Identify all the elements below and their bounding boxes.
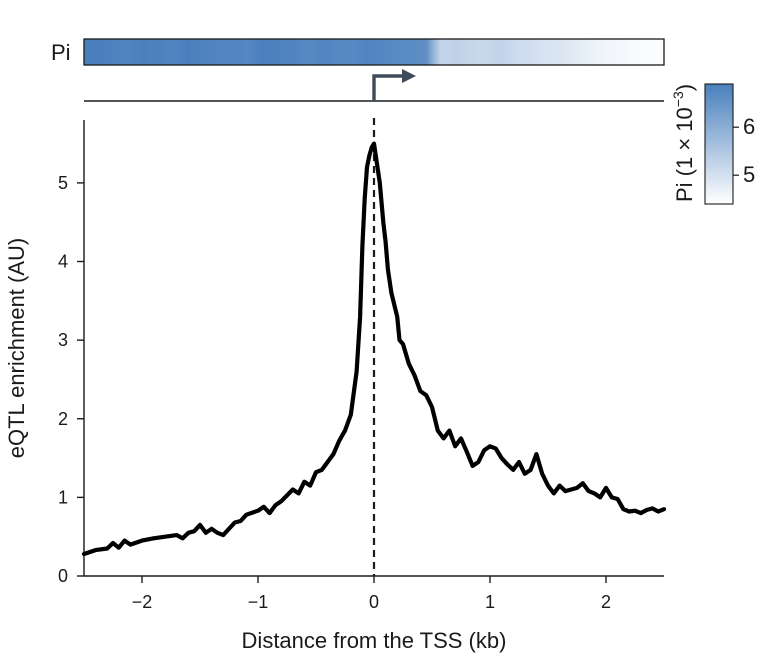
- y-tick-label: 4: [58, 252, 68, 272]
- series-line: [81, 141, 667, 557]
- pi-track: [83, 38, 665, 66]
- x-tick-label: 1: [485, 592, 495, 612]
- y-tick-label: 5: [58, 173, 68, 193]
- colorbar-ticks: 56: [733, 114, 755, 187]
- y-axis-label: eQTL enrichment (AU): [4, 238, 29, 458]
- y-ticks: 0 1 2 3 4 5: [58, 173, 84, 586]
- x-tick-label: −2: [132, 592, 153, 612]
- tss-arrowhead-icon: [402, 69, 416, 83]
- colorbar-label-close: ): [672, 84, 697, 91]
- x-tick-label: 0: [369, 592, 379, 612]
- pi-track-label: Pi: [51, 40, 71, 65]
- tss-arrow: [372, 74, 410, 101]
- colorbar-label-exponent: −3: [670, 91, 686, 107]
- colorbar-label-main: Pi (1 × 10: [672, 107, 697, 202]
- x-ticks: −2 −1 0 1 2: [132, 576, 611, 612]
- colorbar-tick-label: 5: [743, 162, 755, 187]
- x-tick-label: 2: [601, 592, 611, 612]
- colorbar: [704, 83, 734, 205]
- y-tick-label: 3: [58, 330, 68, 350]
- y-tick-label: 0: [58, 566, 68, 586]
- y-tick-label: 1: [58, 487, 68, 507]
- x-axis-label: Distance from the TSS (kb): [242, 628, 507, 653]
- colorbar-label: Pi (1 × 10−3): [670, 84, 697, 202]
- plot-axes: −2 −1 0 1 2 0 1 2 3 4 5: [58, 120, 664, 612]
- series-group: [81, 141, 667, 557]
- x-tick-label: −1: [248, 592, 269, 612]
- colorbar-tick-label: 6: [743, 114, 755, 139]
- y-tick-label: 2: [58, 409, 68, 429]
